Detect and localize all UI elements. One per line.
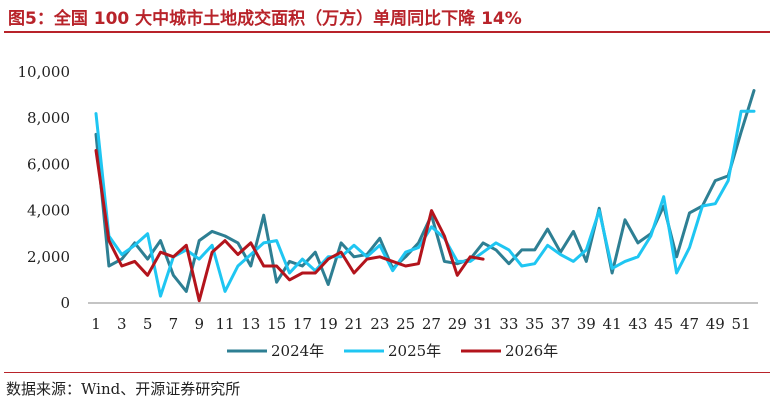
y-tick-label: 6,000 xyxy=(27,155,70,173)
y-tick-label: 8,000 xyxy=(27,109,70,127)
series-line-2026年 xyxy=(94,149,485,303)
x-tick-label: 11 xyxy=(215,315,234,333)
x-tick-label: 45 xyxy=(654,315,673,333)
x-tick-label: 7 xyxy=(169,315,179,333)
title-rule xyxy=(4,31,770,33)
x-tick-label: 35 xyxy=(525,315,544,333)
x-tick-label: 1 xyxy=(91,315,101,333)
x-tick-labels: 1 3 5 7 9 11 13 15 17 19 21 23 25 27 29 31 33 35 37 39 41 43 4… xyxy=(91,315,750,333)
x-tick-label: 17 xyxy=(293,315,312,333)
legend-label: 2026年 xyxy=(505,342,558,360)
y-tick-label: 2,000 xyxy=(27,248,70,266)
legend: 2024年 2025年 2026年 xyxy=(227,342,558,360)
y-tick-label: 10,000 xyxy=(18,63,71,81)
y-tick-labels: 0 2,000 4,000 6,000 8,000 10,000 xyxy=(18,63,71,312)
x-tick-label: 21 xyxy=(344,315,363,333)
legend-label: 2024年 xyxy=(271,342,324,360)
x-tick-label: 3 xyxy=(117,315,127,333)
x-tick-label: 25 xyxy=(396,315,415,333)
x-tick-label: 39 xyxy=(577,315,596,333)
source-note: 数据来源：Wind、开源证券研究所 xyxy=(6,380,241,398)
footer-rule xyxy=(4,372,770,373)
x-tick-label: 19 xyxy=(319,315,338,333)
x-tick-label: 27 xyxy=(422,315,441,333)
x-tick-label: 29 xyxy=(448,315,467,333)
series-line-2025年 xyxy=(94,109,756,298)
x-tick-label: 5 xyxy=(143,315,153,333)
series-line-2024年 xyxy=(94,89,756,293)
x-tick-label: 23 xyxy=(370,315,389,333)
y-tick-label: 0 xyxy=(60,294,70,312)
x-tick-label: 15 xyxy=(267,315,286,333)
x-tick-label: 51 xyxy=(732,315,751,333)
chart-title: 图5：全国 100 大中城市土地成交面积（万方）单周同比下降 14% xyxy=(8,9,522,29)
x-tick-label: 47 xyxy=(680,315,699,333)
x-tick-label: 33 xyxy=(499,315,518,333)
series-lines xyxy=(94,89,756,303)
x-tick-label: 41 xyxy=(603,315,622,333)
legend-label: 2025年 xyxy=(388,342,441,360)
x-tick-label: 9 xyxy=(194,315,204,333)
x-tick-label: 13 xyxy=(241,315,260,333)
x-tick-label: 31 xyxy=(474,315,493,333)
x-tick-label: 43 xyxy=(628,315,647,333)
x-tick-label: 37 xyxy=(551,315,570,333)
x-tick-label: 49 xyxy=(706,315,725,333)
y-tick-label: 4,000 xyxy=(27,202,70,220)
